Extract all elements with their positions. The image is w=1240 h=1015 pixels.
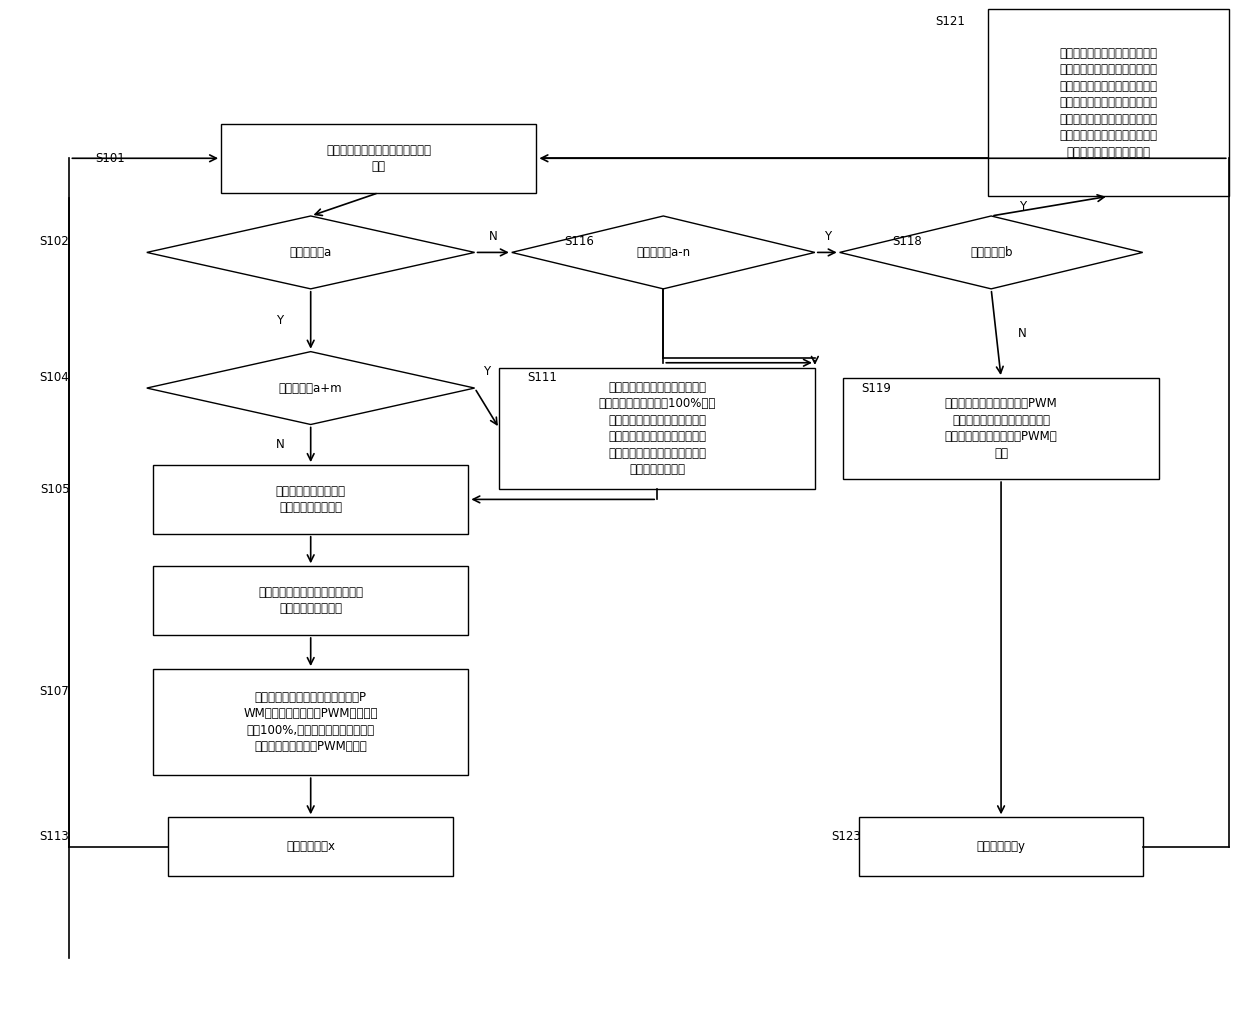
- Text: Y: Y: [823, 229, 831, 243]
- Text: N: N: [1018, 327, 1027, 340]
- Bar: [169, 817, 453, 876]
- Text: S121: S121: [935, 15, 966, 28]
- Bar: [153, 566, 469, 635]
- Text: Y: Y: [1018, 200, 1025, 212]
- Text: 若当前温度在第一报警温度范围
内，则控制水泵、风扇100%占空
比全速运转；若在第二报警温度
范围内，则限制车辆的输出功率
；若当前温度处于第三报警温度
范围，: 若当前温度在第一报警温度范围 内，则控制水泵、风扇100%占空 比全速运转；若在…: [599, 381, 715, 476]
- Text: 延迟设定时间x: 延迟设定时间x: [286, 840, 335, 853]
- Bar: [221, 124, 537, 193]
- Text: S104: S104: [40, 371, 69, 385]
- Text: 电芯温度＜a-n: 电芯温度＜a-n: [636, 246, 691, 259]
- Text: 电芯温度＜b: 电芯温度＜b: [970, 246, 1012, 259]
- Text: N: N: [275, 438, 284, 452]
- Text: 若电池或电芯温度处于第一低温
范围则控制加热设备执行第一加
热功率；若电池或电芯温度处于
第二低温范围则控制加热设备执
行第二加热功率；若电池或电芯
温度处于第: 若电池或电芯温度处于第一低温 范围则控制加热设备执行第一加 热功率；若电池或电芯…: [1060, 47, 1158, 158]
- Polygon shape: [512, 216, 815, 289]
- Text: Y: Y: [277, 314, 283, 327]
- Text: 比较电池或电芯当前温
度与上一次检测温度: 比较电池或电芯当前温 度与上一次检测温度: [275, 484, 346, 515]
- Text: S113: S113: [40, 830, 69, 843]
- Text: Y: Y: [484, 365, 491, 379]
- Text: N: N: [489, 229, 497, 243]
- Text: S118: S118: [893, 234, 921, 248]
- Text: 延迟设定时间y: 延迟设定时间y: [977, 840, 1025, 853]
- Polygon shape: [146, 216, 475, 289]
- Text: S105: S105: [40, 483, 69, 495]
- Text: 若检测的电池或电芯的当前温度大
于上一次的检测温度: 若检测的电池或电芯的当前温度大 于上一次的检测温度: [258, 586, 363, 615]
- Text: 温度检测：检测电池或电芯温度并
记录: 温度检测：检测电池或电芯温度并 记录: [326, 143, 432, 173]
- Polygon shape: [839, 216, 1143, 289]
- Text: 电芯温度＞a: 电芯温度＞a: [290, 246, 332, 259]
- Text: S119: S119: [862, 382, 892, 395]
- Bar: [153, 669, 469, 775]
- Text: S123: S123: [832, 830, 862, 843]
- Bar: [859, 817, 1143, 876]
- Polygon shape: [146, 351, 475, 424]
- Text: S116: S116: [564, 234, 594, 248]
- Text: 电芯温度＞a+m: 电芯温度＞a+m: [279, 382, 342, 395]
- Bar: [988, 9, 1229, 196]
- Text: 按设定的水泵提速比例提高水泵的P
WM占空比；当水泵的PWM占空比调
整到100%,启动风扇或按设定的风扇
提速比例提高风扇的PWM占空比: 按设定的水泵提速比例提高水泵的P WM占空比；当水泵的PWM占空比调 整到100…: [243, 691, 378, 753]
- Text: S101: S101: [95, 152, 125, 164]
- Text: S102: S102: [40, 234, 69, 248]
- Text: 按风扇降速比例降低风扇的PWM
占空比；若风扇停止工作则按设
定的降速比例降低水泵的PWM占
空比: 按风扇降速比例降低风扇的PWM 占空比；若风扇停止工作则按设 定的降速比例降低水…: [945, 397, 1058, 460]
- Bar: [153, 465, 469, 534]
- Text: S111: S111: [527, 371, 557, 385]
- Bar: [843, 378, 1159, 479]
- Bar: [500, 367, 815, 489]
- Text: S107: S107: [40, 685, 69, 698]
